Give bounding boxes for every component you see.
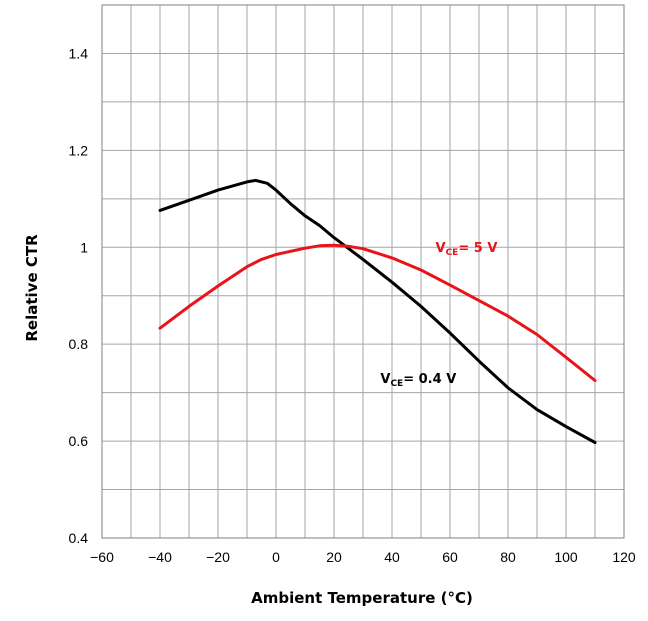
series-label-1: VCE= 5 V	[436, 241, 498, 258]
x-tick-label: 100	[554, 549, 578, 565]
x-tick-label: 40	[384, 549, 400, 565]
y-tick-label: 0.8	[69, 336, 89, 352]
grid	[101, 4, 625, 539]
x-tick-label: 60	[442, 549, 458, 565]
x-tick-label: 20	[326, 549, 342, 565]
x-tick-label: 0	[272, 549, 280, 565]
y-tick-label: 1.2	[69, 142, 89, 158]
x-tick-label: −20	[206, 549, 230, 565]
y-tick-label: 1	[80, 239, 88, 255]
series-layer	[158, 178, 597, 444]
x-tick-label: −60	[90, 549, 114, 565]
series-label-0: VCE= 0.4 V	[380, 372, 456, 389]
y-tick-label: 1.4	[69, 45, 89, 61]
x-axis-label: Ambient Temperature (°C)	[251, 589, 473, 607]
plot-border	[101, 4, 625, 539]
y-tick-label: 0.6	[69, 433, 89, 449]
x-tick-label: 120	[612, 549, 636, 565]
ticks: −60 −40 −20 0 20 40 60 80 100 120 0.4 0.6 0.8 1 1.2 1.4	[69, 45, 636, 565]
x-tick-label: −40	[148, 549, 172, 565]
series-line-0	[158, 178, 597, 444]
y-axis-label: Relative CTR	[23, 234, 41, 342]
annotations: VCE= 0.4 V VCE= 5 V	[380, 241, 497, 389]
y-tick-label: 0.4	[69, 530, 89, 546]
series-line-1	[158, 243, 597, 382]
x-tick-label: 80	[500, 549, 516, 565]
